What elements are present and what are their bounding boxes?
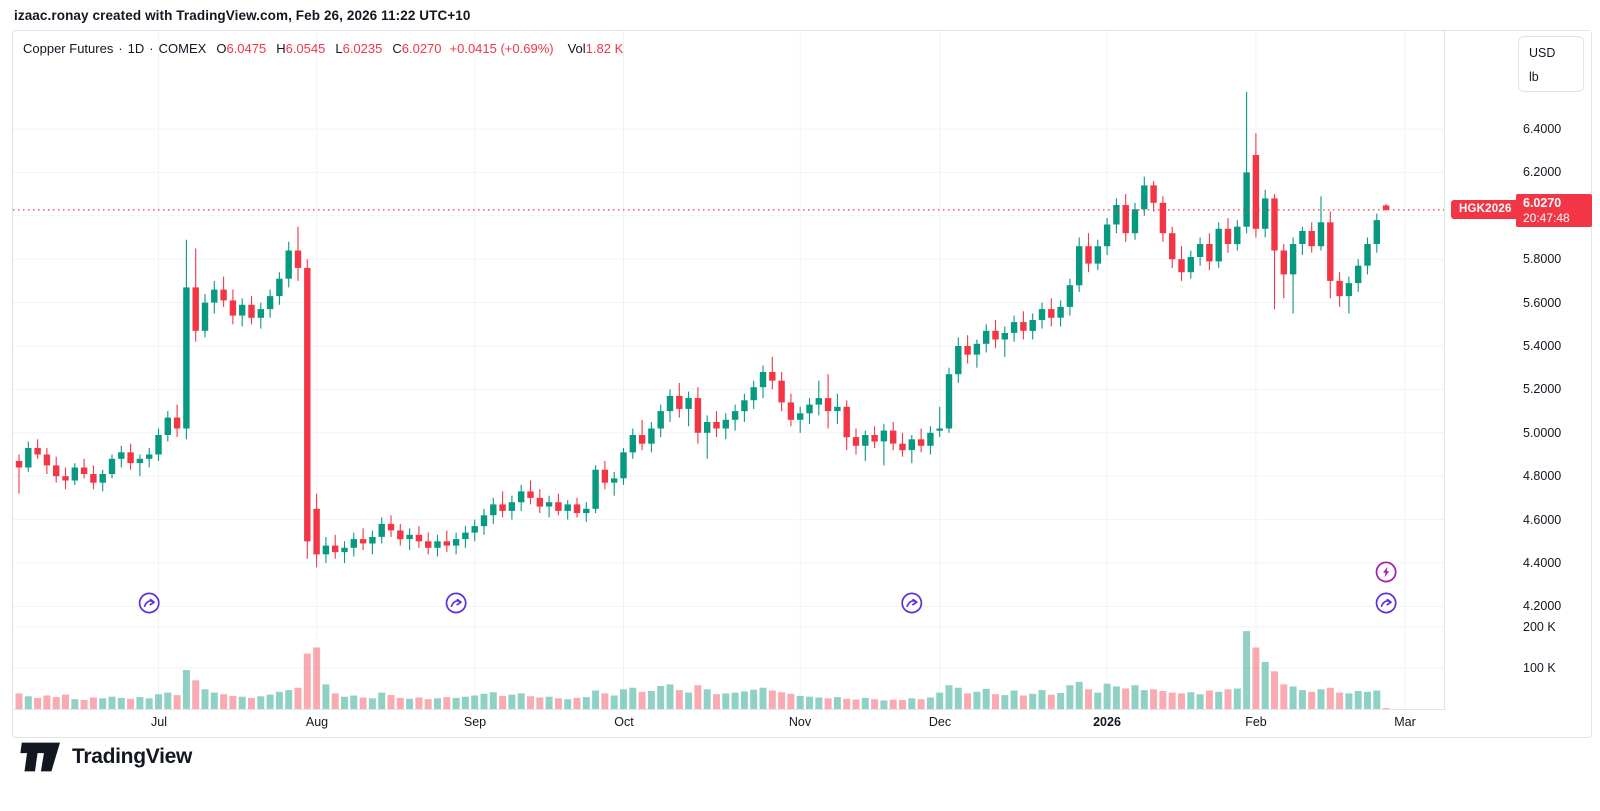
price-tick-label: 4.2000 — [1523, 599, 1562, 613]
candlestick-plot[interactable] — [13, 31, 1446, 709]
ohlc-open: O6.0475 — [216, 41, 267, 56]
currency-label: USD — [1529, 46, 1556, 60]
unit-box: USD lb — [1518, 36, 1584, 92]
price-tick-label: 5.4000 — [1523, 339, 1562, 353]
candles-series — [15, 92, 1390, 568]
price-tick-label: 6.2000 — [1523, 165, 1562, 179]
ohlc-low: L6.0235 — [335, 41, 383, 56]
time-tick-label: Jul — [151, 715, 167, 729]
volume-tick-label: 200 K — [1523, 620, 1556, 634]
volume-bars — [15, 631, 1390, 709]
volume-tick-label: 100 K — [1523, 661, 1556, 675]
time-tick-label: Feb — [1245, 715, 1267, 729]
contract-rollover-icon[interactable] — [901, 592, 923, 614]
separator-dot: · — [149, 41, 154, 56]
price-tick-label: 6.4000 — [1523, 122, 1562, 136]
contract-label-chip[interactable]: HGK2026 — [1451, 200, 1520, 219]
chart-card: Copper Futures · 1D · COMEX O6.0475 H6.0… — [12, 30, 1592, 738]
unit-label: lb — [1529, 70, 1539, 84]
price-tick-label: 5.6000 — [1523, 296, 1562, 310]
time-tick-label: Nov — [788, 715, 812, 729]
price-change: +0.0415 (+0.69%) — [449, 41, 554, 56]
time-tick-label: Oct — [614, 715, 634, 729]
time-tick-label: Sep — [463, 715, 487, 729]
symbol-legend: Copper Futures · 1D · COMEX O6.0475 H6.0… — [23, 41, 623, 56]
interval-label[interactable]: 1D — [127, 41, 145, 56]
price-tick-label: 5.0000 — [1523, 426, 1562, 440]
price-tick-label: 4.6000 — [1523, 513, 1562, 527]
symbol-title[interactable]: Copper Futures — [23, 41, 114, 56]
price-axis[interactable]: USD lb 6.4000 6.2000 5.8000 5.6000 5.4000 5.2… — [1444, 31, 1592, 709]
attribution-bar: izaac.ronay created with TradingView.com… — [14, 8, 471, 23]
volume-readout: Vol1.82 K — [567, 41, 624, 56]
time-tick-label: Dec — [928, 715, 952, 729]
contract-rollover-icon[interactable] — [138, 592, 160, 614]
time-tick-label: 2026 — [1093, 715, 1121, 729]
price-tick-label: 5.8000 — [1523, 252, 1562, 266]
lightning-icon[interactable] — [1375, 561, 1397, 583]
last-price-countdown: 20:47:48 — [1523, 211, 1570, 225]
last-price-value: 6.0270 — [1523, 196, 1562, 210]
ohlc-high: H6.0545 — [276, 41, 326, 56]
tradingview-logo-icon — [20, 742, 60, 772]
tradingview-wordmark[interactable]: TradingView — [72, 745, 193, 768]
last-price-badge[interactable]: 6.0270 20:47:48 — [1516, 194, 1592, 227]
footer: TradingView — [18, 742, 192, 772]
price-tick-label: 5.2000 — [1523, 382, 1562, 396]
ohlc-close: C6.0270 — [392, 41, 442, 56]
separator-dot: · — [118, 41, 123, 56]
contract-rollover-icon[interactable] — [1375, 592, 1397, 614]
time-axis[interactable]: Jul Aug Sep Oct Nov Dec 2026 Feb Mar — [13, 709, 1446, 738]
exchange-label: COMEX — [158, 41, 207, 56]
time-tick-label: Mar — [1394, 715, 1416, 729]
time-tick-label: Aug — [305, 715, 329, 729]
price-tick-label: 4.8000 — [1523, 469, 1562, 483]
price-tick-label: 4.4000 — [1523, 556, 1562, 570]
contract-rollover-icon[interactable] — [445, 592, 467, 614]
